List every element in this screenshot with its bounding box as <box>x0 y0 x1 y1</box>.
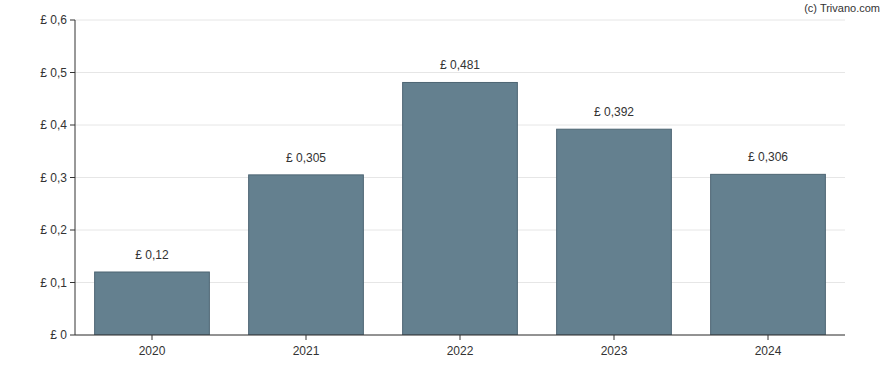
y-tick-label: £ 0,4 <box>40 118 67 132</box>
y-tick <box>70 230 75 231</box>
data-label: £ 0,305 <box>286 151 326 165</box>
x-tick-label: 2020 <box>139 344 166 358</box>
data-label: £ 0,12 <box>135 248 169 262</box>
y-tick <box>70 72 75 73</box>
y-tick <box>70 282 75 283</box>
x-tick-label: 2021 <box>293 344 320 358</box>
grid-line <box>75 20 845 21</box>
x-tick <box>460 335 461 340</box>
y-tick-label: £ 0,6 <box>40 13 67 27</box>
x-tick <box>306 335 307 340</box>
bar <box>249 175 364 335</box>
page: {"chart_data": {"type": "bar", "annotati… <box>0 0 888 370</box>
bar <box>403 82 518 335</box>
bar <box>95 272 210 335</box>
x-tick <box>614 335 615 340</box>
bar <box>711 174 826 335</box>
x-tick <box>768 335 769 340</box>
bars <box>95 82 826 335</box>
x-tick-label: 2023 <box>601 344 628 358</box>
x-tick-label: 2022 <box>447 344 474 358</box>
y-tick <box>70 177 75 178</box>
y-tick-label: £ 0 <box>50 328 67 342</box>
data-label: £ 0,481 <box>440 58 480 72</box>
y-tick <box>70 335 75 336</box>
y-tick-label: £ 0,3 <box>40 171 67 185</box>
y-tick-label: £ 0,5 <box>40 66 67 80</box>
credit: (c) Trivano.com <box>804 2 880 14</box>
x-tick <box>152 335 153 340</box>
data-label: £ 0,306 <box>748 150 788 164</box>
y-axis <box>75 20 76 335</box>
bar <box>557 129 672 335</box>
y-tick <box>70 125 75 126</box>
x-tick-label: 2024 <box>755 344 782 358</box>
y-tick-label: £ 0,1 <box>40 276 67 290</box>
y-tick <box>70 20 75 21</box>
y-tick-label: £ 0,2 <box>40 223 67 237</box>
chart: £ 0 £ 0,1 £ 0,2 £ 0,3 £ 0,4 £ 0,5 £ 0,6 £ 0,12 £… <box>0 0 888 370</box>
data-label: £ 0,392 <box>594 105 634 119</box>
